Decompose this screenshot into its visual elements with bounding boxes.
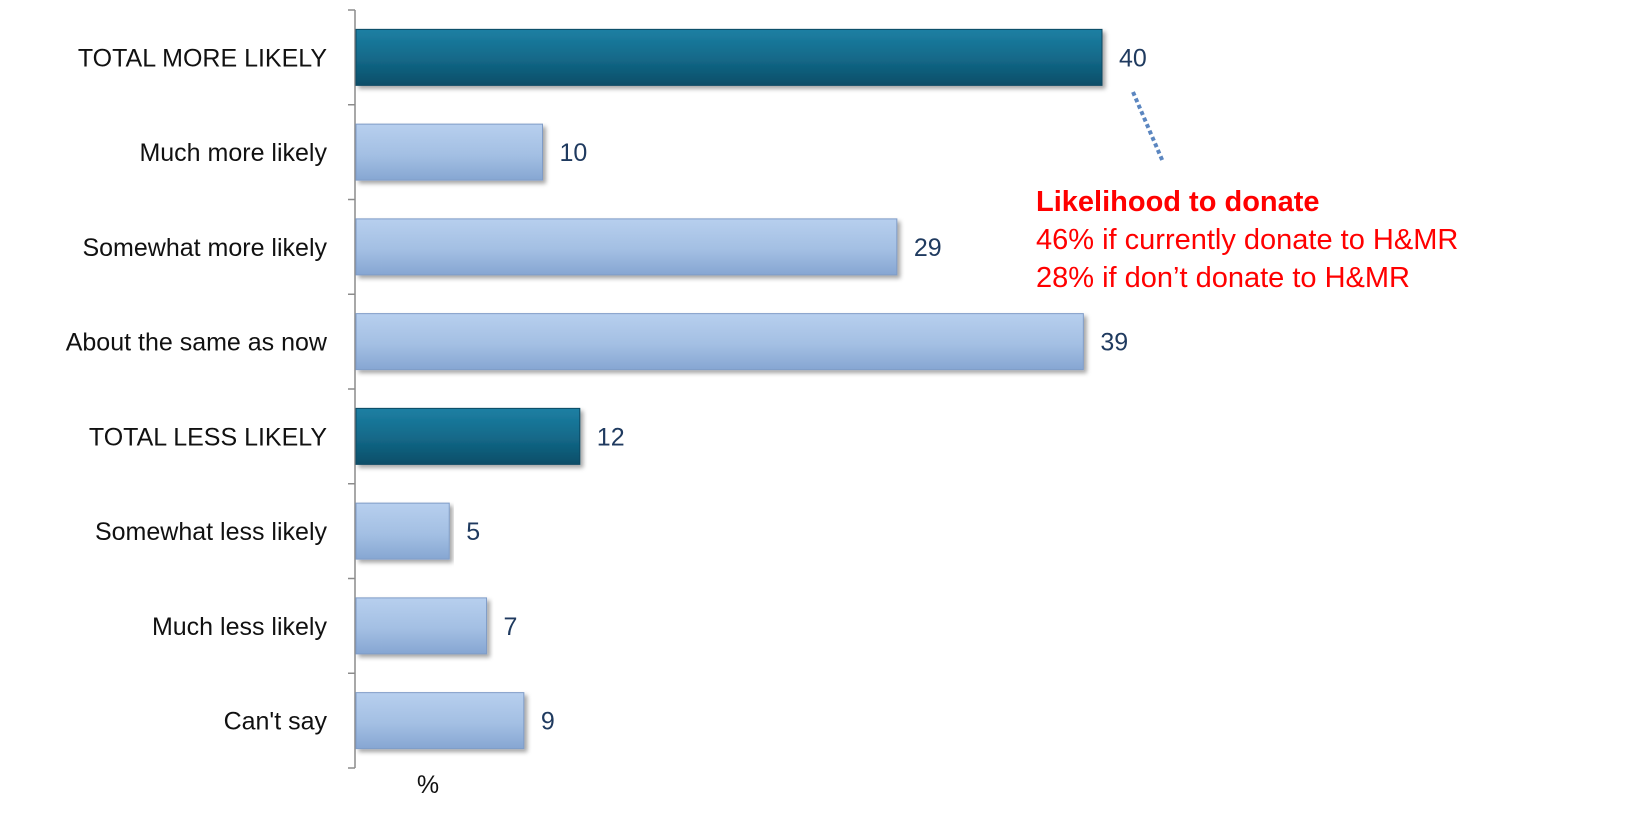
y-axis (348, 9, 356, 769)
annotation-line-non-donors: 28% if don’t donate to H&MR (1036, 262, 1410, 294)
bars (355, 28, 1103, 750)
value-label: 40 (1119, 44, 1147, 72)
annotation-title: Likelihood to donate (1036, 186, 1320, 218)
value-label: 9 (541, 708, 555, 736)
bar (355, 218, 898, 276)
annotation-line-current-donors: 46% if currently donate to H&MR (1036, 224, 1459, 256)
value-label: 39 (1100, 329, 1128, 357)
bar (355, 28, 1103, 86)
value-labels: 40 10 29 39 12 5 7 9 (466, 44, 1147, 735)
value-label: 29 (914, 234, 942, 262)
x-axis-unit-label: % (417, 771, 439, 799)
category-label: Somewhat more likely (82, 234, 327, 262)
value-label: 7 (504, 613, 518, 641)
category-label: Much less likely (152, 613, 328, 641)
bar (355, 502, 450, 560)
value-label: 5 (466, 518, 480, 546)
bar (355, 597, 488, 655)
bar (355, 313, 1084, 371)
bar (355, 407, 581, 465)
category-labels: TOTAL MORE LIKELY Much more likely Somewha… (66, 44, 328, 735)
category-label: Somewhat less likely (95, 518, 328, 546)
category-label: Much more likely (139, 139, 327, 167)
value-label: 12 (597, 423, 625, 451)
bar (355, 123, 543, 181)
category-label: TOTAL LESS LIKELY (89, 423, 327, 451)
category-label: About the same as now (66, 329, 328, 357)
annotation-leader-line (1131, 91, 1165, 163)
category-label: TOTAL MORE LIKELY (78, 44, 327, 72)
value-label: 10 (560, 139, 588, 167)
donation-likelihood-annotation: Likelihood to donate 46% if currently do… (1036, 183, 1458, 297)
bar (355, 692, 525, 750)
category-label: Can't say (224, 708, 328, 736)
